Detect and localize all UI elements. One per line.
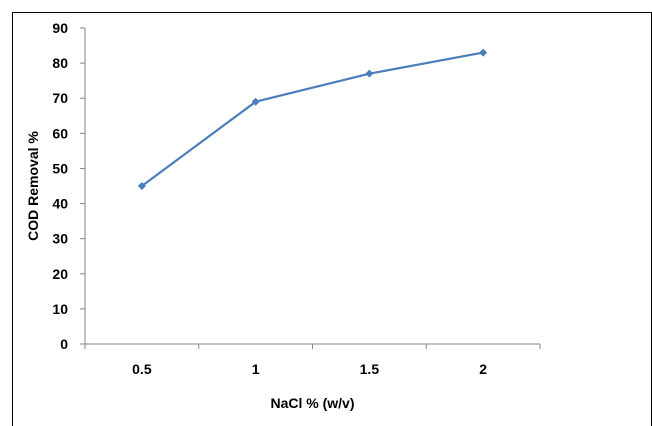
y-tick-label: 50 [52, 160, 68, 176]
y-tick-label: 40 [52, 196, 68, 212]
y-axis: 0 10 20 30 40 50 60 70 80 90 [52, 20, 86, 352]
data-point [251, 97, 260, 106]
y-tick-label: 30 [52, 231, 68, 247]
y-axis-title: COD Removal % [25, 131, 41, 241]
y-tick-label: 70 [52, 90, 68, 106]
x-tick-label: 1 [252, 361, 260, 377]
x-tick-label: 1.5 [360, 361, 380, 377]
chart-frame [12, 12, 652, 426]
y-tick-label: 0 [60, 336, 68, 352]
y-tick-label: 20 [52, 266, 68, 282]
series [137, 48, 488, 190]
y-tick-label: 60 [52, 125, 68, 141]
data-point [479, 48, 488, 57]
series-line [141, 51, 484, 187]
y-tick-label: 90 [52, 20, 68, 36]
data-point [137, 182, 146, 190]
x-tick-label: 0.5 [132, 361, 152, 377]
x-axis-title: NaCl % (w/v) [270, 395, 354, 411]
x-tick-label: 2 [479, 361, 487, 377]
y-tick-label: 10 [52, 301, 68, 317]
x-axis: 0.5 1 1.5 2 [84, 343, 541, 377]
y-tick-label: 80 [52, 55, 68, 71]
data-point [365, 69, 374, 78]
